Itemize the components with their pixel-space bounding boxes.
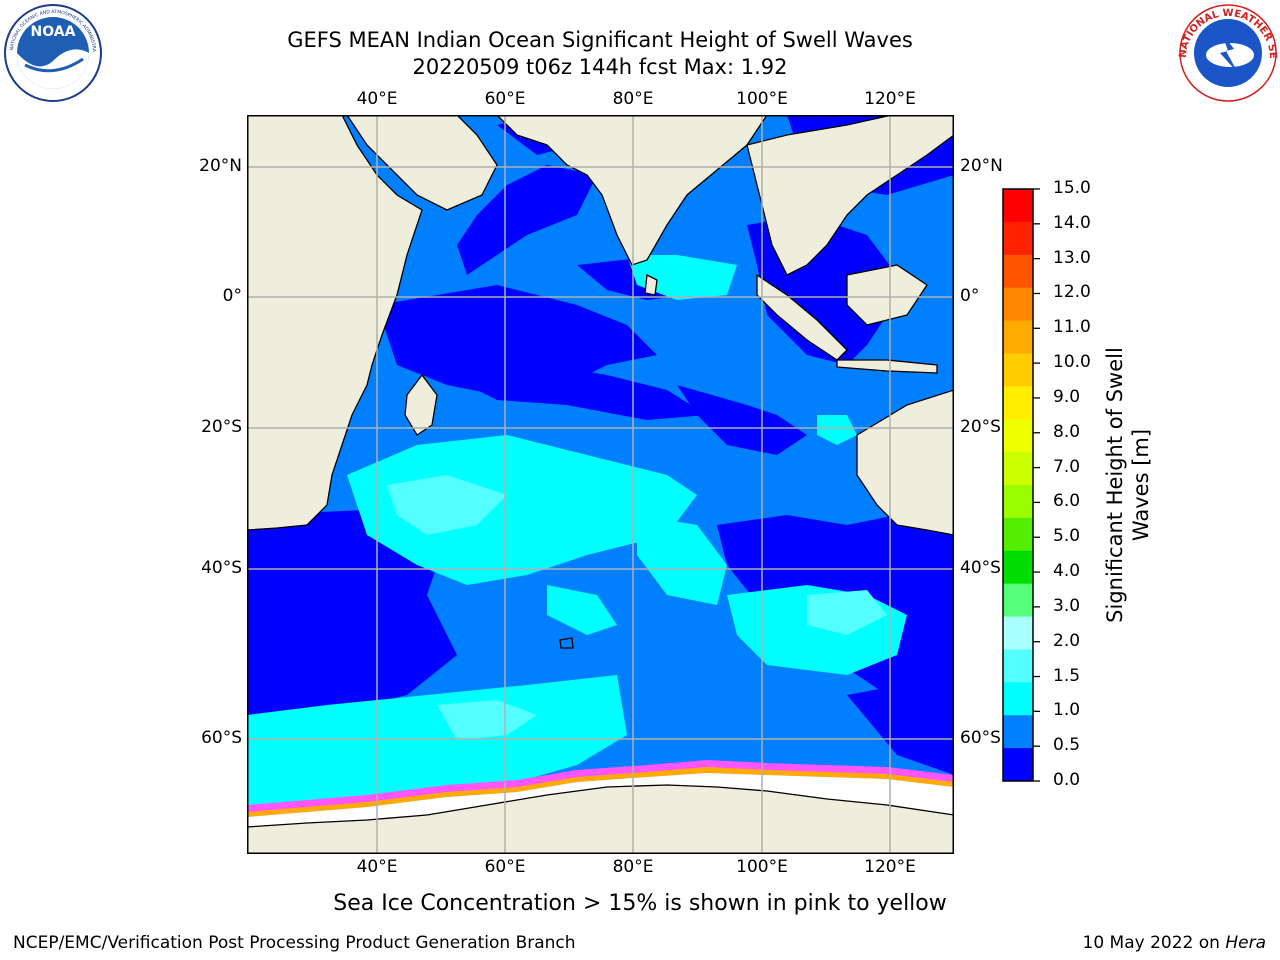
colorbar-tick-label: 11.0 — [1053, 317, 1091, 338]
x-tick-top-80e: 80°E — [612, 89, 654, 109]
map-panel — [247, 115, 954, 854]
colorbar-tick-label: 7.0 — [1053, 456, 1081, 477]
colorbar-tick-label: 8.0 — [1053, 421, 1081, 442]
y-tick-left-0: 0° — [222, 286, 242, 306]
colorbar-tick-label: 13.0 — [1053, 247, 1091, 268]
colorbar-segment — [1003, 189, 1033, 223]
noaa-logo-text: NOAA — [31, 24, 76, 40]
colorbar-segment — [1003, 320, 1033, 354]
x-tick-bottom-120e: 120°E — [864, 857, 916, 877]
y-tick-left-60s: 60°S — [201, 728, 242, 748]
x-tick-bottom-60e: 60°E — [484, 857, 526, 877]
y-tick-left-20n: 20°N — [199, 156, 242, 176]
colorbar-tick-label: 3.0 — [1053, 595, 1081, 616]
colorbar-tick-label: 4.0 — [1053, 561, 1081, 582]
colorbar-tick-label: 2.0 — [1053, 630, 1081, 651]
colorbar-segment — [1003, 452, 1033, 486]
medium-swell-regions — [247, 255, 907, 815]
y-tick-left-40s: 40°S — [201, 558, 242, 578]
colorbar-segment — [1003, 485, 1033, 519]
colorbar-frame — [1002, 188, 1034, 782]
footer-left: NCEP/EMC/Verification Post Processing Pr… — [13, 933, 576, 953]
colorbar-tick-label: 15.0 — [1053, 178, 1091, 198]
x-tick-bottom-100e: 100°E — [736, 857, 788, 877]
colorbar-tick-label: 12.0 — [1053, 282, 1091, 303]
colorbar-segment — [1003, 254, 1033, 289]
y-tick-right-20n: 20°N — [960, 156, 1003, 176]
colorbar-segment — [1003, 353, 1033, 387]
x-tick-bottom-40e: 40°E — [356, 857, 398, 877]
nws-logo: NATIONAL WEATHER SERVICE — [1178, 3, 1278, 102]
chart-title: GEFS MEAN Indian Ocean Significant Heigh… — [287, 28, 913, 52]
noaa-logo: NOAA NATIONAL OCEANIC AND ATMOSPHERIC AD… — [3, 3, 102, 102]
y-tick-left-20s: 20°S — [201, 417, 242, 437]
graticule — [247, 115, 954, 854]
footer-right: 10 May 2022 on Hera — [1083, 933, 1267, 953]
colorbar-tick-label: 5.0 — [1053, 526, 1081, 547]
y-tick-right-60s: 60°S — [960, 728, 1001, 748]
colorbar-segment — [1003, 748, 1033, 782]
chart-subtitle: 20220509 t06z 144h fcst Max: 1.92 — [412, 55, 788, 79]
colorbar-tick-label: 1.5 — [1053, 665, 1081, 686]
colorbar-segments — [1003, 189, 1033, 782]
colorbar — [1002, 188, 1040, 782]
colorbar-segment — [1003, 616, 1033, 650]
colorbar-tick-label: 0.0 — [1053, 770, 1081, 790]
land-masses — [247, 115, 954, 854]
colorbar-segment — [1003, 517, 1033, 552]
colorbar-tick-label: 9.0 — [1053, 386, 1081, 407]
kerguelen-island — [559, 637, 574, 649]
colorbar-tick-label: 0.5 — [1053, 735, 1081, 756]
colorbar-segment — [1003, 287, 1033, 322]
colorbar-segment — [1003, 221, 1033, 256]
x-tick-top-120e: 120°E — [864, 89, 916, 109]
footer-date: 10 May 2022 on — [1082, 933, 1226, 953]
light-swell-regions — [387, 475, 887, 740]
colorbar-label: Significant Height of Swell Waves [m] — [1102, 275, 1154, 695]
y-tick-right-0: 0° — [960, 286, 980, 306]
x-tick-top-60e: 60°E — [484, 89, 526, 109]
colorbar-tick-label: 14.0 — [1053, 212, 1091, 233]
colorbar-segment — [1003, 583, 1033, 618]
colorbar-segment — [1003, 550, 1033, 585]
colorbar-segment — [1003, 386, 1033, 420]
x-tick-bottom-80e: 80°E — [612, 857, 654, 877]
colorbar-tick-label: 1.0 — [1053, 700, 1081, 721]
footer-host: Hera — [1225, 933, 1266, 953]
colorbar-label-line1: Significant Height of Swell — [1103, 347, 1127, 623]
colorbar-label-line2: Waves [m] — [1129, 428, 1153, 542]
sea-ice-caption: Sea Ice Concentration > 15% is shown in … — [333, 891, 947, 916]
colorbar-segment — [1003, 419, 1033, 453]
y-tick-right-40s: 40°S — [960, 558, 1001, 578]
colorbar-segment — [1003, 682, 1033, 716]
colorbar-segment — [1003, 649, 1033, 683]
colorbar-tick-marks — [1033, 188, 1040, 782]
colorbar-segment — [1003, 715, 1033, 749]
x-tick-top-40e: 40°E — [356, 89, 398, 109]
colorbar-tick-label: 6.0 — [1053, 491, 1081, 512]
x-tick-top-100e: 100°E — [736, 89, 788, 109]
colorbar-tick-label: 10.0 — [1053, 352, 1091, 373]
map-frame — [247, 115, 954, 854]
y-tick-right-20s: 20°S — [960, 417, 1001, 437]
